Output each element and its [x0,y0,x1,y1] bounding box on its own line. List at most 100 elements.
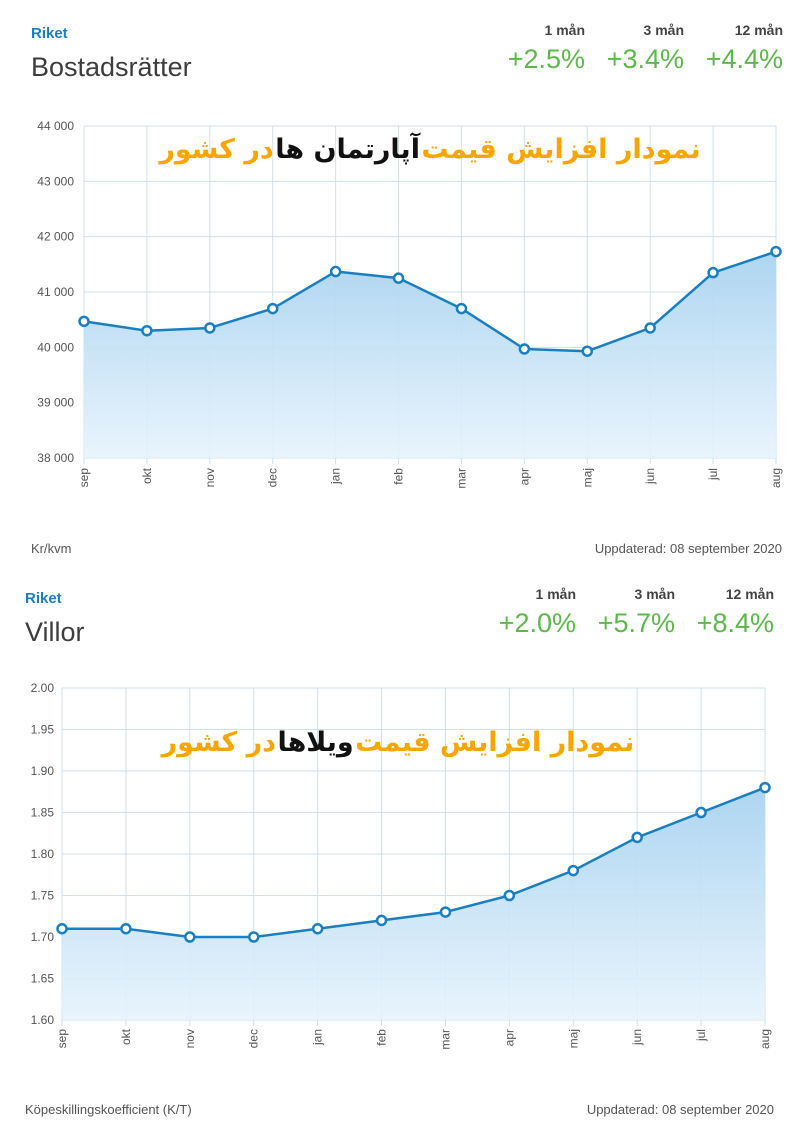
chart-annotation: نمودار افزایش قیمت آپارتمان ها در کشور [157,132,700,165]
stat-1-month: 1 mån +2.0% [486,586,576,639]
y-tick-label: 1.95 [31,723,55,737]
data-point[interactable] [329,265,342,278]
annotation-part: در کشور [160,727,276,758]
stat-3-month: 3 mån +5.7% [585,586,675,639]
updated-label: Uppdaterad: 08 september 2020 [594,541,782,556]
annotation-part: در کشور [157,134,273,165]
chart-title: Bostadsrätter [31,52,192,82]
x-tick-label: feb [375,1029,389,1046]
stat-12-month: 12 mån +4.4% [693,22,783,75]
series-line [62,786,766,939]
data-point[interactable] [266,302,279,315]
data-point[interactable] [455,302,468,315]
series-area [62,787,765,1020]
x-tick-label: jan [329,468,343,485]
data-point[interactable] [204,322,216,334]
updated-label: Uppdaterad: 08 september 2020 [586,1102,774,1117]
data-point[interactable] [707,266,719,279]
x-tick-label: dec [266,468,280,487]
data-point[interactable] [439,906,452,918]
y-tick-label: 44 000 [37,119,74,133]
y-tick-label: 39 000 [37,396,74,410]
stat-value: +4.4% [705,44,783,74]
y-tick-label: 1.75 [31,889,55,903]
y-tick-label: 43 000 [37,174,74,188]
stat-value: +5.7% [597,608,675,638]
stat-period-label: 3 mån [634,586,675,602]
plot-area: 44 000 43 000 42 000 41 000 40 000 39 000 38 0… [37,119,783,489]
x-tick-label: maj [566,1029,580,1048]
data-point[interactable] [644,322,656,334]
stat-3-month: 3 mån +3.4% [594,22,684,75]
x-tick-label: mar [454,468,468,489]
x-tick-label: nov [183,1029,197,1048]
stat-value: +2.5% [507,44,585,74]
x-tick-label: apr [502,1029,516,1046]
data-point[interactable] [311,922,324,935]
x-tick-label: sep [55,1029,69,1049]
data-point[interactable] [567,864,580,877]
data-point[interactable] [141,324,153,337]
data-point[interactable] [503,889,516,902]
y-tick-label: 1.90 [31,764,55,778]
unit-label: Kr/kvm [31,541,72,556]
stat-period-label: 12 mån [734,22,783,38]
x-tick-label: nov [203,468,217,487]
x-tick-label: aug [758,1029,772,1049]
x-tick-label: aug [769,468,783,488]
stat-12-month: 12 mån +8.4% [684,586,774,639]
x-tick-label: okt [140,467,154,484]
stat-value: +8.4% [696,608,774,638]
data-point[interactable] [581,345,594,357]
stat-value: +2.0% [498,608,576,638]
x-tick-label: jul [706,468,720,481]
chart-panel-apartments: Riket Bostadsrätter 1 mån +2.5% 3 mån +3… [31,22,783,556]
region-label[interactable]: Riket [25,590,62,607]
y-tick-label: 42 000 [37,230,74,244]
y-tick-label: 1.85 [31,806,55,820]
data-point[interactable] [770,245,782,258]
data-point[interactable] [184,931,196,943]
series-area [84,251,776,458]
x-tick-label: mar [438,1029,452,1050]
data-point[interactable] [392,272,405,284]
x-tick-label: jun [643,468,657,485]
chart-title: Villor [25,617,85,647]
annotation-part: نمودار افزایش قیمت [355,727,634,758]
data-point[interactable] [56,922,68,935]
x-tick-label: maj [580,468,594,487]
data-point[interactable] [518,343,531,355]
data-point[interactable] [120,922,132,935]
annotation-part: ویلاها [277,727,353,758]
region-label[interactable]: Riket [31,25,68,42]
y-tick-label: 1.80 [31,847,55,861]
stat-period-label: 1 mån [535,586,576,602]
data-point[interactable] [695,806,707,819]
y-tick-label: 1.65 [31,972,55,986]
y-tick-label: 1.70 [31,930,55,944]
y-tick-label: 40 000 [37,340,74,354]
data-point[interactable] [247,931,260,943]
x-tick-label: jun [630,1029,644,1046]
x-tick-label: sep [77,468,91,488]
chart-annotation: نمودار افزایش قیمت ویلاها در کشور [160,727,635,758]
y-tick-label: 2.00 [31,681,55,695]
data-point[interactable] [78,315,90,328]
data-point[interactable] [631,831,643,844]
x-tick-label: jan [311,1029,325,1046]
stat-value: +3.4% [606,44,684,74]
stat-period-label: 1 mån [544,22,585,38]
x-tick-label: dec [247,1029,261,1048]
unit-label: Köpeskillingskoefficient (K/T) [25,1102,192,1117]
stat-period-label: 12 mån [725,586,774,602]
annotation-part: آپارتمان ها [275,132,421,165]
y-tick-label: 38 000 [37,451,74,465]
annotation-part: نمودار افزایش قیمت [421,134,700,165]
stat-period-label: 3 mån [643,22,684,38]
data-point[interactable] [759,781,771,794]
x-tick-label: jul [694,1029,708,1042]
chart-panel-villas: Riket Villor 1 mån +2.0% 3 mån +5.7% 12 … [0,566,800,1132]
data-point[interactable] [375,914,388,927]
